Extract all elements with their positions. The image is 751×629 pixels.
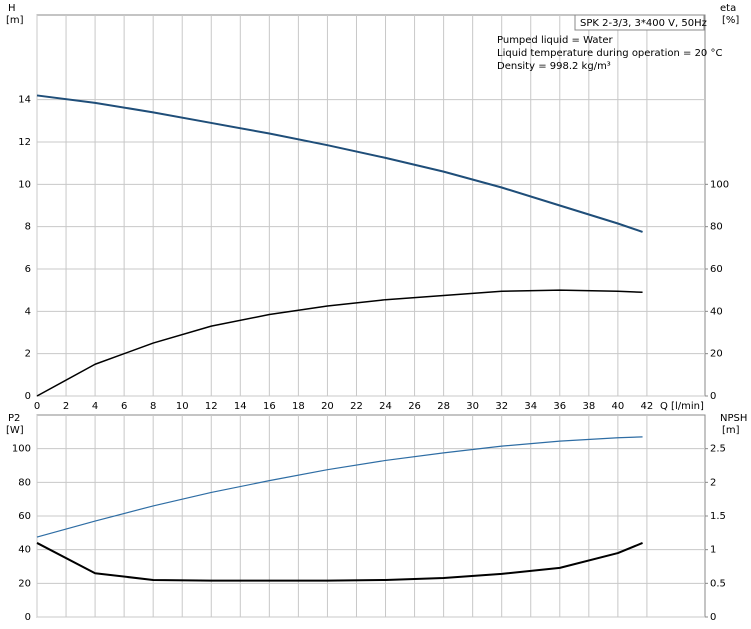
- y2-tick-label: 2.5: [710, 444, 726, 455]
- y-tick-label: 0: [25, 612, 31, 623]
- x-tick-label: 36: [553, 401, 566, 412]
- y2-tick-label: 2: [710, 477, 716, 488]
- y-axis-unit: [m]: [6, 15, 24, 26]
- y2-tick-label: 40: [710, 306, 723, 317]
- y-tick-label: 10: [18, 179, 31, 190]
- annotation: Liquid temperature during operation = 20…: [497, 48, 722, 59]
- y-tick-label: 4: [25, 306, 31, 317]
- y2-tick-label: 60: [710, 264, 723, 275]
- y-tick-label: 40: [18, 545, 31, 556]
- y2-axis-label: eta: [720, 3, 736, 14]
- y-tick-label: 14: [18, 95, 31, 106]
- x-axis-label: Q [l/min]: [660, 401, 704, 412]
- x-tick-label: 40: [612, 401, 625, 412]
- x-tick-label: 26: [408, 401, 421, 412]
- x-tick-label: 34: [524, 401, 537, 412]
- annotation: Density = 998.2 kg/m³: [497, 61, 611, 72]
- y2-tick-label: 0: [710, 612, 716, 623]
- x-tick-label: 24: [379, 401, 392, 412]
- x-tick-label: 20: [321, 401, 334, 412]
- x-tick-label: 10: [176, 401, 189, 412]
- y-tick-label: 8: [25, 222, 31, 233]
- y-tick-label: 80: [18, 477, 31, 488]
- y-axis-unit: [W]: [6, 425, 24, 436]
- y2-axis-label: NPSH: [720, 413, 747, 424]
- y-axis-label: P2: [8, 413, 20, 424]
- x-tick-label: 6: [121, 401, 127, 412]
- y2-axis-unit: [%]: [722, 15, 739, 26]
- y2-axis-unit: [m]: [722, 425, 740, 436]
- y-tick-label: 100: [12, 444, 31, 455]
- y2-tick-label: 0: [710, 391, 716, 402]
- curve: [36, 542, 643, 582]
- x-tick-label: 16: [263, 401, 276, 412]
- x-tick-label: 32: [495, 401, 508, 412]
- y-tick-label: 60: [18, 511, 31, 522]
- x-tick-label: 22: [350, 401, 363, 412]
- x-tick-label: 30: [466, 401, 479, 412]
- x-tick-label: 8: [150, 401, 156, 412]
- y-tick-label: 2: [25, 349, 31, 360]
- info-title: SPK 2-3/3, 3*400 V, 50Hz: [580, 18, 707, 29]
- plot-frame: [36, 14, 706, 397]
- x-tick-label: 0: [34, 401, 40, 412]
- x-tick-label: 18: [292, 401, 305, 412]
- y-tick-label: 6: [25, 264, 31, 275]
- x-tick-label: 28: [437, 401, 450, 412]
- y2-tick-label: 1: [710, 545, 716, 556]
- y2-tick-label: 100: [710, 179, 729, 190]
- x-tick-label: 38: [582, 401, 595, 412]
- x-tick-label: 42: [641, 401, 654, 412]
- curve: [36, 436, 643, 538]
- curve: [36, 289, 643, 397]
- y-tick-label: 20: [18, 578, 31, 589]
- y-tick-label: 12: [18, 137, 31, 148]
- x-tick-label: 2: [63, 401, 69, 412]
- y2-tick-label: 0.5: [710, 578, 726, 589]
- y2-tick-label: 80: [710, 222, 723, 233]
- curve: [36, 94, 643, 233]
- y-axis-label: H: [8, 3, 16, 14]
- x-tick-label: 14: [234, 401, 247, 412]
- x-tick-label: 12: [205, 401, 218, 412]
- info-box: [574, 14, 705, 31]
- x-tick-label: 4: [92, 401, 98, 412]
- y2-tick-label: 1.5: [710, 511, 726, 522]
- annotation: Pumped liquid = Water: [497, 35, 614, 46]
- y-tick-label: 0: [25, 391, 31, 402]
- y2-tick-label: 20: [710, 349, 723, 360]
